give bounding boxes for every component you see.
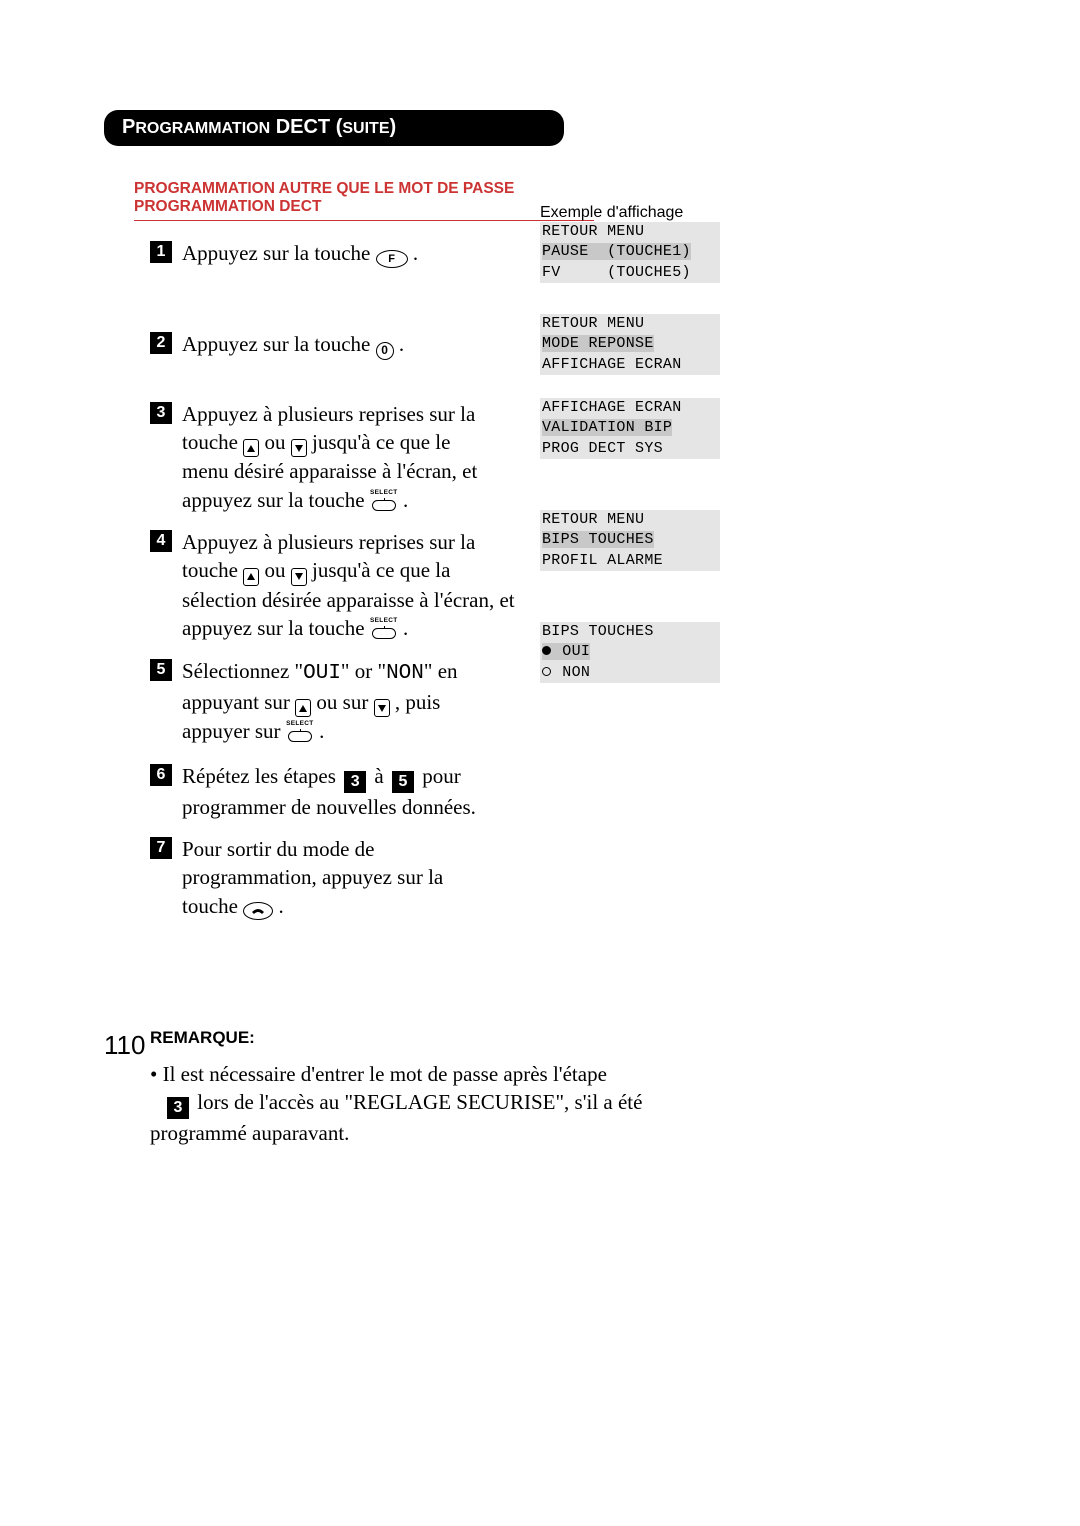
subsection-header: PROGRAMMATION AUTRE QUE LE MOT DE PASSE … — [134, 180, 594, 221]
up-arrow-key-icon — [243, 439, 259, 457]
up-arrow-key-icon — [295, 699, 311, 717]
step-ref-5-icon: 5 — [392, 771, 414, 793]
step-number-icon: 7 — [150, 837, 172, 859]
step-6-text: Répétez les étapes 3 à 5 pour programmer… — [182, 762, 502, 821]
select-key-icon: SELECT — [370, 619, 398, 639]
remark-heading: REMARQUE: — [150, 1028, 976, 1048]
display-3: AFFICHAGE ECRAN VALIDATION BIP PROG DECT… — [540, 398, 720, 459]
step-7-text: Pour sortir du mode de programmation, ap… — [182, 835, 502, 920]
end-call-key-icon — [243, 902, 273, 920]
display-5: BIPS TOUCHES OUI NON — [540, 622, 720, 683]
down-arrow-key-icon — [291, 439, 307, 457]
step-number-icon: 4 — [150, 530, 172, 552]
up-arrow-key-icon — [243, 568, 259, 586]
display-4: RETOUR MENU BIPS TOUCHES PROFIL ALARME — [540, 510, 720, 571]
f-key-icon: F — [376, 250, 408, 268]
step-3-text: Appuyez à plusieurs reprises sur la touc… — [182, 400, 502, 515]
step-number-icon: 5 — [150, 659, 172, 681]
step-5-text: Sélectionnez "OUI" or "NON" en appuyant … — [182, 657, 502, 746]
section-title: PROGRAMMATION DECT (SUITE) — [104, 110, 564, 146]
step-number-icon: 6 — [150, 764, 172, 786]
title-text: PROGRAMMATION DECT (SUITE) — [122, 116, 396, 138]
step-4-text: Appuyez à plusieurs reprises sur la touc… — [182, 528, 522, 643]
zero-key-icon: 0 — [376, 342, 394, 360]
display-1: RETOUR MENU PAUSE (TOUCHE1) FV (TOUCHE5) — [540, 222, 720, 283]
display-2: RETOUR MENU MODE REPONSE AFFICHAGE ECRAN — [540, 314, 720, 375]
page-number: 110 — [104, 1030, 145, 1061]
step-1-text: Appuyez sur la touche F . — [182, 239, 502, 268]
select-key-icon: SELECT — [286, 722, 314, 742]
step-ref-3-icon: 3 — [344, 771, 366, 793]
display-example-label: Exemple d'affichage — [540, 204, 720, 222]
step-7: 7 Pour sortir du mode de programmation, … — [150, 835, 976, 920]
down-arrow-key-icon — [374, 699, 390, 717]
remark-section: REMARQUE: • Il est nécessaire d'entrer l… — [150, 1028, 976, 1147]
remark-body: • Il est nécessaire d'entrer le mot de p… — [150, 1060, 650, 1147]
down-arrow-key-icon — [291, 568, 307, 586]
radio-filled-icon — [542, 646, 551, 655]
radio-empty-icon — [542, 667, 551, 676]
step-ref-3-icon: 3 — [167, 1097, 189, 1119]
step-number-icon: 2 — [150, 332, 172, 354]
select-key-icon: SELECT — [370, 491, 398, 511]
step-number-icon: 3 — [150, 402, 172, 424]
step-number-icon: 1 — [150, 241, 172, 263]
step-6: 6 Répétez les étapes 3 à 5 pour programm… — [150, 762, 976, 821]
step-2-text: Appuyez sur la touche 0 . — [182, 330, 502, 359]
